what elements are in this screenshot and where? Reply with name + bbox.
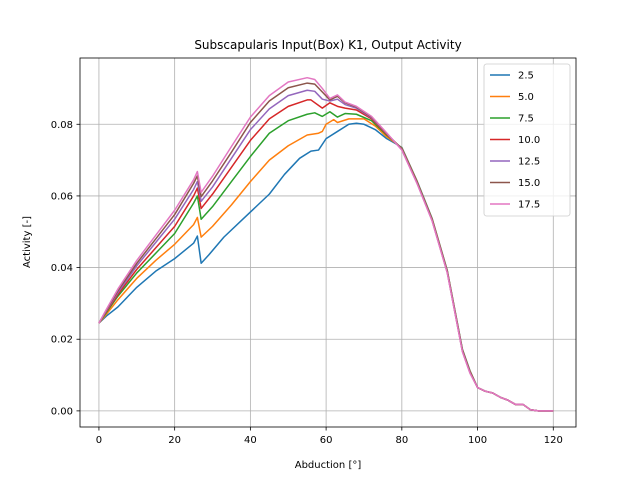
x-tick-label: 0 (96, 435, 102, 446)
chart-title: Subscapularis Input(Box) K1, Output Acti… (194, 38, 461, 52)
x-axis-label: Abduction [°] (295, 460, 362, 471)
x-tick-label: 100 (468, 435, 487, 446)
y-tick-label: 0.00 (51, 406, 73, 417)
x-tick-label: 120 (544, 435, 563, 446)
legend-label-17.5: 17.5 (518, 200, 540, 211)
y-tick-label: 0.02 (51, 335, 73, 346)
x-tick-label: 20 (168, 435, 181, 446)
plot-area-frame (79, 57, 577, 428)
legend-label-2.5: 2.5 (518, 71, 534, 82)
x-tick-label: 40 (244, 435, 257, 446)
legend-label-15.0: 15.0 (518, 178, 540, 189)
x-tick-label: 80 (395, 435, 408, 446)
legend-label-12.5: 12.5 (518, 157, 540, 168)
axis-ticks: 0 20 40 60 80 100 120 0.00 0.02 0.04 0.06 0.08 (51, 120, 563, 446)
data-series (98, 76, 554, 412)
series-line-17.5 (98, 76, 554, 412)
y-axis-label: Activity [-] (22, 216, 33, 268)
legend-label-10.0: 10.0 (518, 135, 540, 146)
x-tick-label: 60 (320, 435, 333, 446)
legend-label-5.0: 5.0 (518, 92, 534, 103)
y-tick-label: 0.06 (51, 191, 73, 202)
legend-box (483, 63, 571, 217)
y-tick-label: 0.04 (51, 263, 73, 274)
legend: 2.5 5.0 7.5 10.0 12.5 15.0 17.5 (483, 63, 571, 217)
y-tick-label: 0.08 (51, 120, 73, 131)
legend-label-7.5: 7.5 (518, 114, 534, 125)
